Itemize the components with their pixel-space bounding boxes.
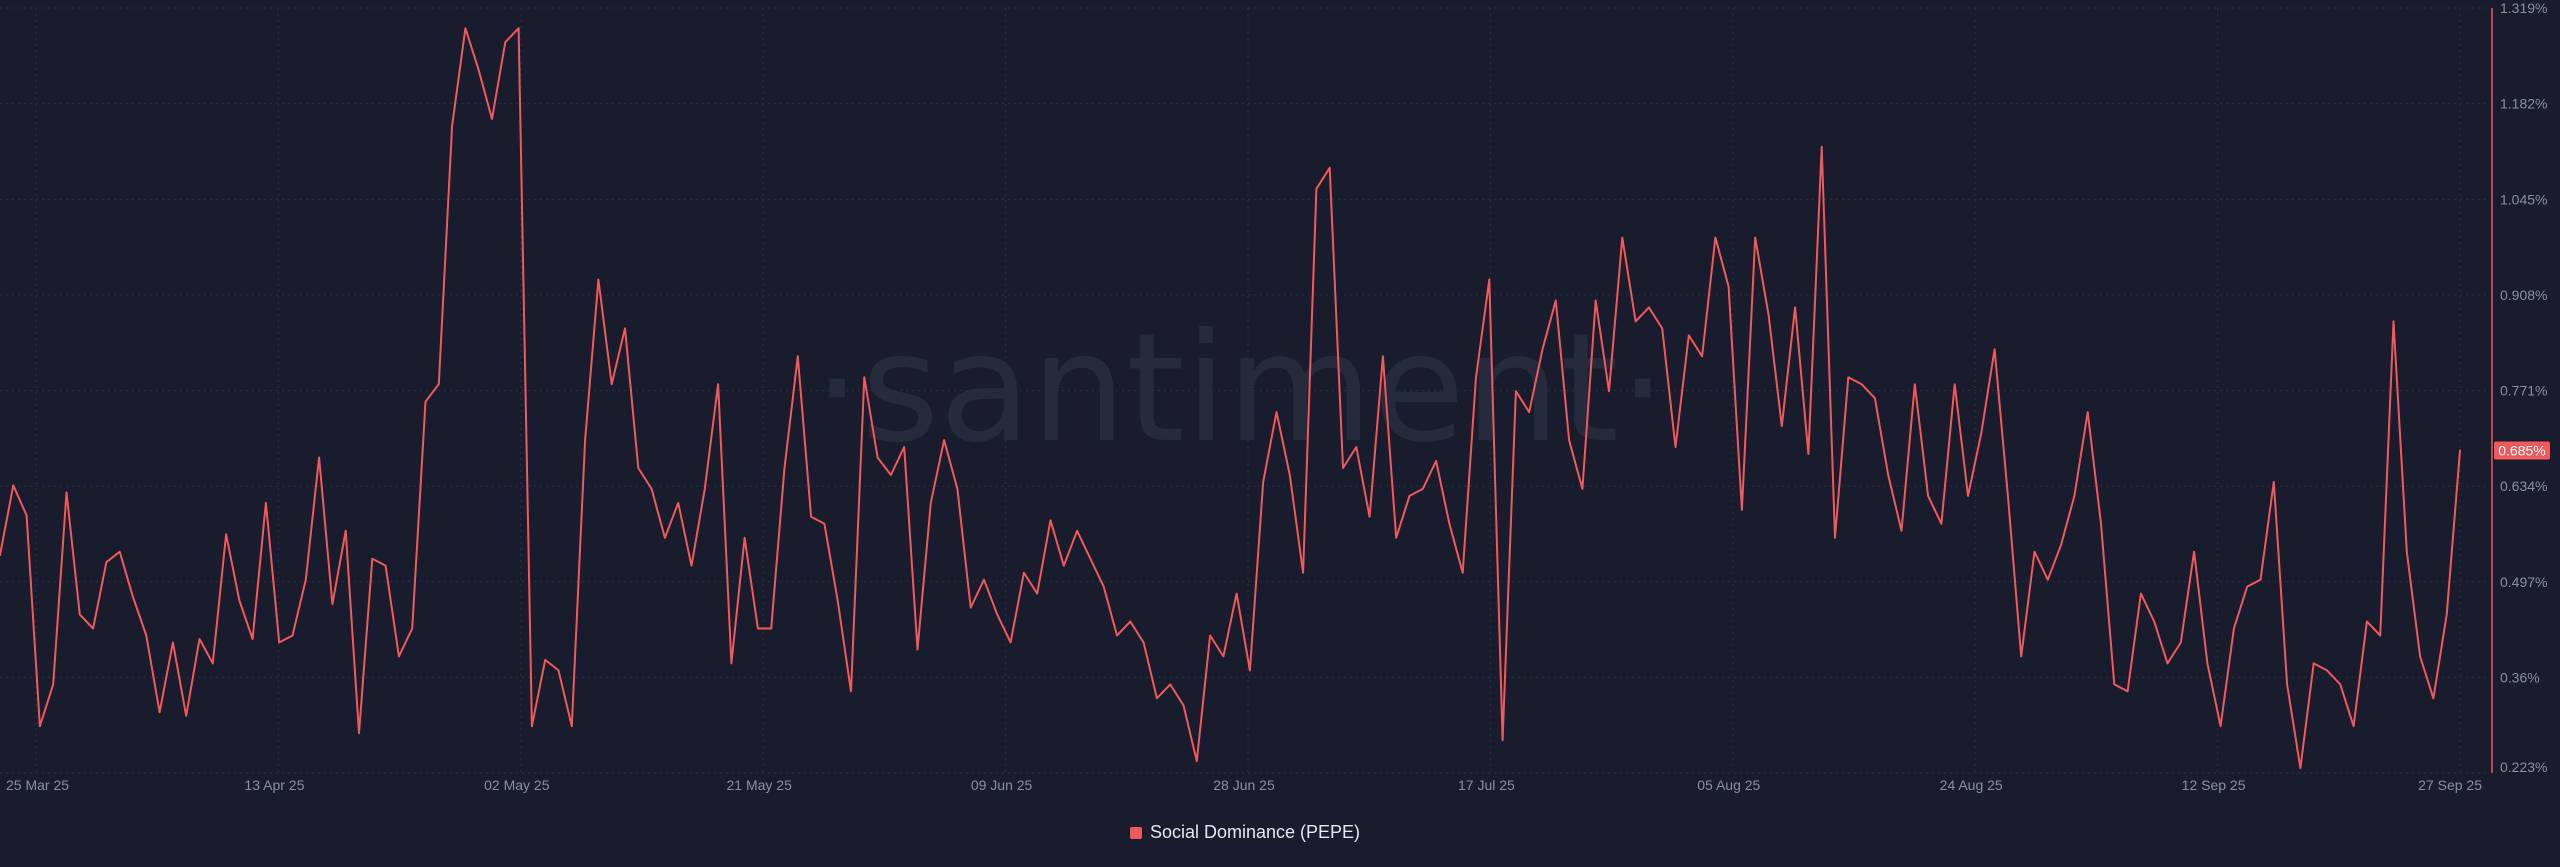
legend-label: Social Dominance (PEPE): [1149, 822, 1361, 842]
y-tick-label: 0.36%: [2500, 669, 2540, 685]
x-axis: 25 Mar 25 13 Apr 25 02 May 25 21 May 25 09 J…: [6, 777, 2482, 793]
current-value-badge-text: 0.685%: [2498, 443, 2545, 459]
y-tick-label: 0.908%: [2500, 287, 2547, 303]
x-tick-label: 17 Jul 25: [1458, 777, 1515, 793]
y-tick-label: 0.634%: [2500, 478, 2547, 494]
x-tick-label: 13 Apr 25: [244, 777, 304, 793]
y-tick-label: 0.223%: [2500, 759, 2547, 775]
x-tick-label: 28 Jun 25: [1213, 777, 1275, 793]
y-tick-label: 1.182%: [2500, 96, 2547, 112]
current-value-badge-bg: [2494, 441, 2550, 460]
x-tick-label: 25 Mar 25: [6, 777, 69, 793]
series: [0, 27, 2461, 770]
y-tick-label: 0.771%: [2500, 383, 2547, 399]
y-axis: 1.319% 1.182% 1.045% 0.908% 0.771% 0.634% 0.49…: [2491, 0, 2547, 775]
current-value-badge: 0.685%: [2494, 441, 2550, 460]
x-tick-label: 12 Sep 25: [2182, 777, 2246, 793]
legend[interactable]: Social Dominance (PEPE): [0, 822, 2490, 843]
legend-swatch: [1129, 826, 1142, 839]
santiment-watermark: ·santiment·: [813, 302, 1666, 476]
y-tick-label: 1.045%: [2500, 191, 2547, 207]
x-tick-label: 05 Aug 25: [1697, 777, 1760, 793]
x-tick-label: 21 May 25: [727, 777, 793, 793]
x-tick-label: 27 Sep 25: [2418, 777, 2482, 793]
x-tick-label: 02 May 25: [484, 777, 550, 793]
series-line-social-dominance[interactable]: [0, 27, 2461, 770]
y-tick-label: 0.497%: [2500, 574, 2547, 590]
y-tick-label: 1.319%: [2500, 0, 2547, 16]
x-tick-label: 24 Aug 25: [1940, 777, 2003, 793]
x-tick-label: 09 Jun 25: [971, 777, 1033, 793]
